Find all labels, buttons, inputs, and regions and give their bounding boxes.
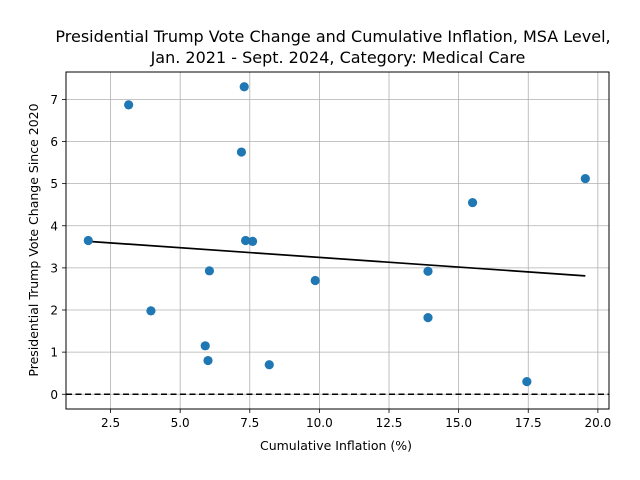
x-tick-label: 12.5 xyxy=(376,416,403,430)
y-tick-label: 1 xyxy=(50,346,58,360)
scatter-point xyxy=(146,306,156,316)
scatter-point xyxy=(204,266,215,276)
scatter-point xyxy=(203,355,213,366)
scatter-point xyxy=(522,377,532,387)
x-tick-label: 15.0 xyxy=(445,416,472,430)
scatter-point xyxy=(247,236,258,246)
regression-line xyxy=(88,240,586,277)
y-tick-label: 7 xyxy=(50,93,58,107)
y-axis-ticks: 0 1 2 3 4 5 6 7 xyxy=(50,93,66,402)
scatter-point xyxy=(580,173,590,184)
y-tick-label: 4 xyxy=(50,219,58,233)
scatter-point xyxy=(241,235,251,246)
chart-title-line-1: Presidential Trump Vote Change and Cumul… xyxy=(55,27,610,46)
scatter-point xyxy=(310,275,320,286)
scatter-point xyxy=(200,341,210,351)
y-tick-label: 5 xyxy=(50,177,58,191)
scatter-point xyxy=(236,147,247,157)
x-tick-label: 2.5 xyxy=(101,416,120,430)
data-points xyxy=(83,82,590,387)
y-tick-label: 3 xyxy=(50,261,58,275)
scatter-point xyxy=(239,82,249,92)
scatter-point xyxy=(83,235,93,246)
x-tick-label: 5.0 xyxy=(171,416,190,430)
x-tick-label: 7.5 xyxy=(240,416,259,430)
chart-title-line-2: Jan. 2021 - Sept. 2024, Category: Medica… xyxy=(150,48,526,67)
x-axis-ticks: 2.5 5.0 7.5 10.0 12.5 15.0 17.5 20.0 xyxy=(101,409,611,430)
scatter-point xyxy=(124,100,134,110)
plot-frame xyxy=(65,71,610,410)
x-tick-label: 10.0 xyxy=(306,416,333,430)
y-tick-label: 0 xyxy=(50,388,58,402)
x-tick-label: 17.5 xyxy=(515,416,542,430)
scatter-point xyxy=(423,312,433,323)
scatter-point xyxy=(264,360,274,370)
y-tick-label: 2 xyxy=(50,304,58,318)
y-tick-label: 6 xyxy=(50,135,58,149)
scatter-point xyxy=(423,266,433,276)
trend-line xyxy=(88,240,586,277)
y-axis-label: Presidential Trump Vote Change Since 202… xyxy=(26,103,41,376)
x-tick-label: 20.0 xyxy=(585,416,612,430)
x-axis-label: Cumulative Inflation (%) xyxy=(260,438,412,453)
scatter-point xyxy=(467,197,478,208)
